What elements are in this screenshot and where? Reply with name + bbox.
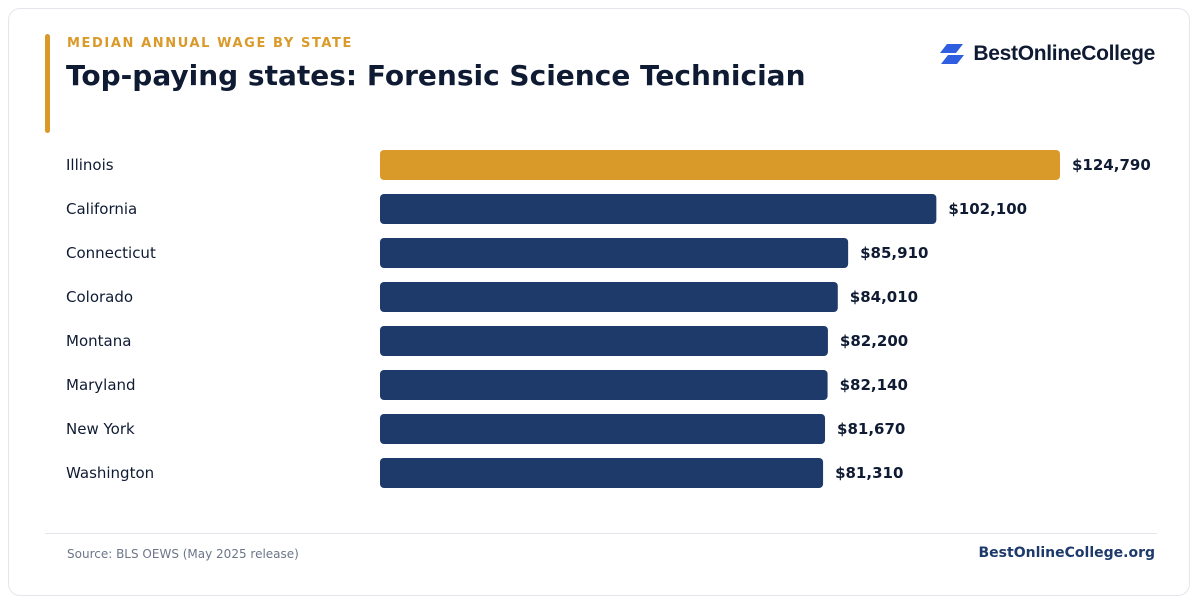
value-label: $124,790 [1072, 156, 1151, 174]
chart-title: Top-paying states: Forensic Science Tech… [66, 59, 806, 92]
accent-bar [45, 34, 50, 133]
value-label: $81,670 [837, 420, 905, 438]
bar [380, 282, 838, 312]
category-label: Washington [66, 464, 154, 482]
site-link[interactable]: BestOnlineCollege.org [978, 545, 1155, 561]
category-label: Connecticut [66, 244, 156, 262]
bar [380, 370, 828, 400]
value-label: $81,310 [835, 464, 903, 482]
bar [380, 238, 849, 268]
stacked-parallelogram-icon [940, 44, 965, 64]
brand-logo-text: BestOnlineCollege [973, 42, 1155, 65]
value-label: $85,910 [860, 244, 928, 262]
bar [380, 194, 937, 224]
bar [380, 414, 826, 444]
value-label: $82,140 [840, 376, 908, 394]
chart-eyebrow: MEDIAN ANNUAL WAGE BY STATE [67, 36, 354, 51]
chart-card: MEDIAN ANNUAL WAGE BY STATE Top-paying s… [8, 8, 1190, 596]
value-label: $82,200 [840, 332, 908, 350]
category-label: California [66, 200, 137, 218]
bar [380, 326, 828, 356]
category-label: New York [66, 420, 135, 438]
bar [380, 458, 824, 488]
footer-divider [45, 533, 1157, 534]
source-note: Source: BLS OEWS (May 2025 release) [67, 547, 299, 561]
category-label: Maryland [66, 376, 136, 394]
category-label: Colorado [66, 288, 133, 306]
value-label: $84,010 [850, 288, 918, 306]
value-label: $102,100 [948, 200, 1027, 218]
bar [380, 150, 1060, 180]
brand-logo[interactable]: BestOnlineCollege [939, 42, 1155, 66]
category-label: Montana [66, 332, 131, 350]
category-label: Illinois [66, 156, 114, 174]
